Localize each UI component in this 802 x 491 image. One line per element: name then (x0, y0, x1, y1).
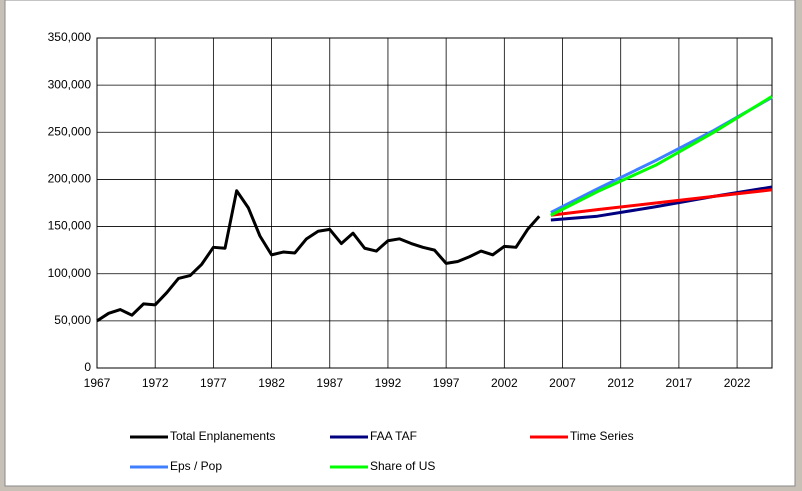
line-series (550, 188, 773, 217)
y-tick-label: 0 (84, 360, 91, 374)
y-tick-label: 350,000 (48, 30, 92, 44)
x-tick-label: 1972 (142, 376, 169, 390)
x-tick-label: 2022 (724, 376, 751, 390)
x-tick-label: 1992 (375, 376, 402, 390)
plot-border (96, 37, 773, 369)
legend-label: Eps / Pop (170, 459, 222, 473)
y-tick-label: 250,000 (48, 124, 92, 138)
y-tick-label: 300,000 (48, 77, 92, 91)
x-tick-label: 2007 (549, 376, 576, 390)
legend-label: Total Enplanements (170, 429, 275, 443)
legend-label: Time Series (570, 429, 634, 443)
y-tick-label: 50,000 (54, 313, 91, 327)
chart-background (4, 0, 796, 487)
x-tick-label: 2012 (607, 376, 634, 390)
line-series (96, 189, 541, 323)
legend-label: FAA TAF (370, 429, 417, 443)
x-tick-label: 2002 (491, 376, 518, 390)
x-tick-label: 1977 (200, 376, 227, 390)
x-tick-label: 1997 (433, 376, 460, 390)
y-tick-label: 100,000 (48, 266, 92, 280)
y-tick-label: 200,000 (48, 172, 92, 186)
x-tick-label: 2017 (666, 376, 693, 390)
x-tick-label: 1967 (84, 376, 111, 390)
line-series (550, 95, 773, 217)
x-tick-label: 1982 (258, 376, 285, 390)
legend-label: Share of US (370, 459, 435, 473)
x-tick-label: 1987 (316, 376, 343, 390)
y-tick-label: 150,000 (48, 219, 92, 233)
